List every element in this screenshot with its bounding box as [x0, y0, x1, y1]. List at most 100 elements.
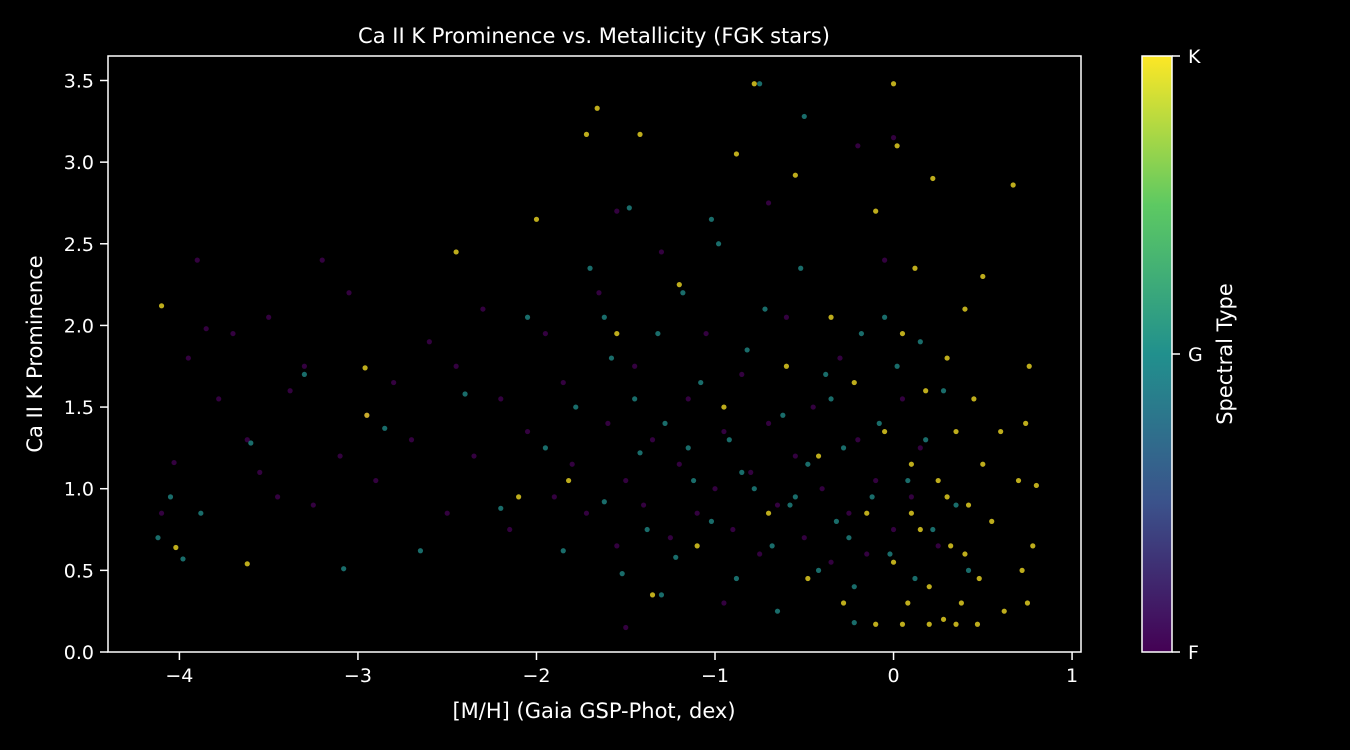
data-point-g [690, 477, 697, 484]
data-point-f [185, 355, 191, 361]
data-point-k [851, 379, 857, 386]
data-point-k [953, 428, 959, 435]
data-point-k [516, 494, 522, 500]
colorbar-tick-label: K [1188, 46, 1201, 68]
x-axis: −4 −3 −2 −1 0 1 [165, 652, 1078, 687]
data-point-f [507, 526, 513, 533]
data-point-f [882, 257, 888, 263]
data-point-g [155, 535, 161, 541]
data-point-g [301, 371, 307, 378]
data-point-f [917, 445, 923, 451]
x-axis-label: [M/H] (Gaia GSP-Phot, dex) [452, 699, 735, 723]
data-point-g [769, 543, 775, 549]
data-point-f [391, 379, 397, 386]
data-point-k [890, 559, 897, 565]
data-point-k [676, 282, 682, 288]
data-point-k [912, 265, 918, 271]
data-point-k [583, 131, 590, 137]
data-point-g [644, 526, 650, 533]
data-point-f [792, 453, 798, 459]
data-point-k [917, 526, 923, 533]
data-point-k [792, 172, 798, 178]
data-point-g [708, 216, 715, 222]
data-point-f [640, 502, 647, 508]
data-point-f [524, 428, 531, 435]
data-point-f [194, 257, 200, 263]
data-point-k [173, 544, 179, 551]
data-point-g [798, 265, 804, 271]
data-point-g [851, 584, 857, 590]
data-point-k [158, 303, 165, 309]
data-point-g [840, 445, 847, 451]
y-tick-label: 0.0 [64, 642, 94, 664]
data-point-k [908, 510, 914, 516]
data-point-k [566, 477, 572, 484]
data-point-g [739, 469, 745, 475]
data-point-g [823, 371, 829, 378]
data-point-g [780, 412, 786, 418]
data-point-k [989, 518, 995, 524]
data-point-g [905, 477, 911, 484]
data-point-g [733, 575, 740, 582]
y-tick-label: 3.5 [64, 70, 94, 92]
data-point-g [787, 502, 793, 508]
data-point-g [417, 548, 424, 554]
data-point-f [216, 396, 222, 402]
data-point-k [244, 561, 250, 567]
x-tick-label: −1 [701, 665, 729, 687]
data-point-f [480, 306, 486, 312]
y-tick-label: 2.0 [64, 315, 94, 337]
data-point-g [887, 551, 893, 557]
data-point-f [765, 420, 772, 426]
y-axis: 0.0 0.5 1.0 1.5 2.0 2.5 3.0 3.5 [64, 70, 108, 664]
colorbar-tick-label: G [1188, 344, 1203, 366]
y-axis-label: Ca II K Prominence [23, 255, 47, 452]
y-tick-label: 1.0 [64, 479, 94, 501]
data-point-g [805, 461, 811, 467]
data-point-f [828, 559, 834, 565]
data-point-k [930, 175, 936, 182]
data-point-g [685, 445, 691, 451]
data-point-g [341, 566, 347, 572]
data-point-k [533, 216, 540, 222]
data-point-k [751, 81, 757, 87]
data-point-k [976, 575, 982, 582]
data-point-f [739, 371, 745, 378]
data-point-g [608, 355, 615, 361]
data-point-g [626, 205, 632, 211]
data-point-g [828, 396, 834, 402]
data-point-g [632, 396, 638, 402]
data-point-k [962, 551, 968, 557]
data-point-g [167, 494, 174, 500]
data-point-g [673, 554, 679, 560]
data-point-k [882, 428, 888, 435]
x-tick-label: 1 [1066, 665, 1078, 687]
data-point-g [180, 556, 186, 562]
data-point-f [244, 437, 250, 443]
data-point-f [614, 543, 620, 549]
data-point-k [364, 412, 370, 418]
data-point-f [765, 200, 772, 206]
data-point-f [171, 459, 177, 466]
data-point-f [837, 355, 843, 361]
data-point-k [908, 461, 914, 467]
chart-title: Ca II K Prominence vs. Metallicity (FGK … [358, 24, 830, 48]
data-point-k [1030, 543, 1036, 549]
data-point-g [524, 314, 531, 320]
data-point-f [632, 363, 638, 369]
data-point-k [926, 584, 932, 590]
data-point-f [551, 494, 557, 500]
data-point-f [596, 290, 602, 296]
data-point-g [248, 440, 254, 446]
data-point-k [1015, 477, 1022, 484]
data-point-f [287, 388, 293, 394]
data-point-g [762, 306, 768, 312]
data-point-f [623, 624, 629, 631]
data-point-f [257, 469, 263, 475]
data-point-f [444, 510, 450, 516]
data-point-f [721, 428, 727, 435]
data-point-f [471, 453, 477, 459]
data-point-g [542, 445, 549, 451]
data-point-g [815, 567, 822, 573]
data-point-f [203, 326, 209, 332]
